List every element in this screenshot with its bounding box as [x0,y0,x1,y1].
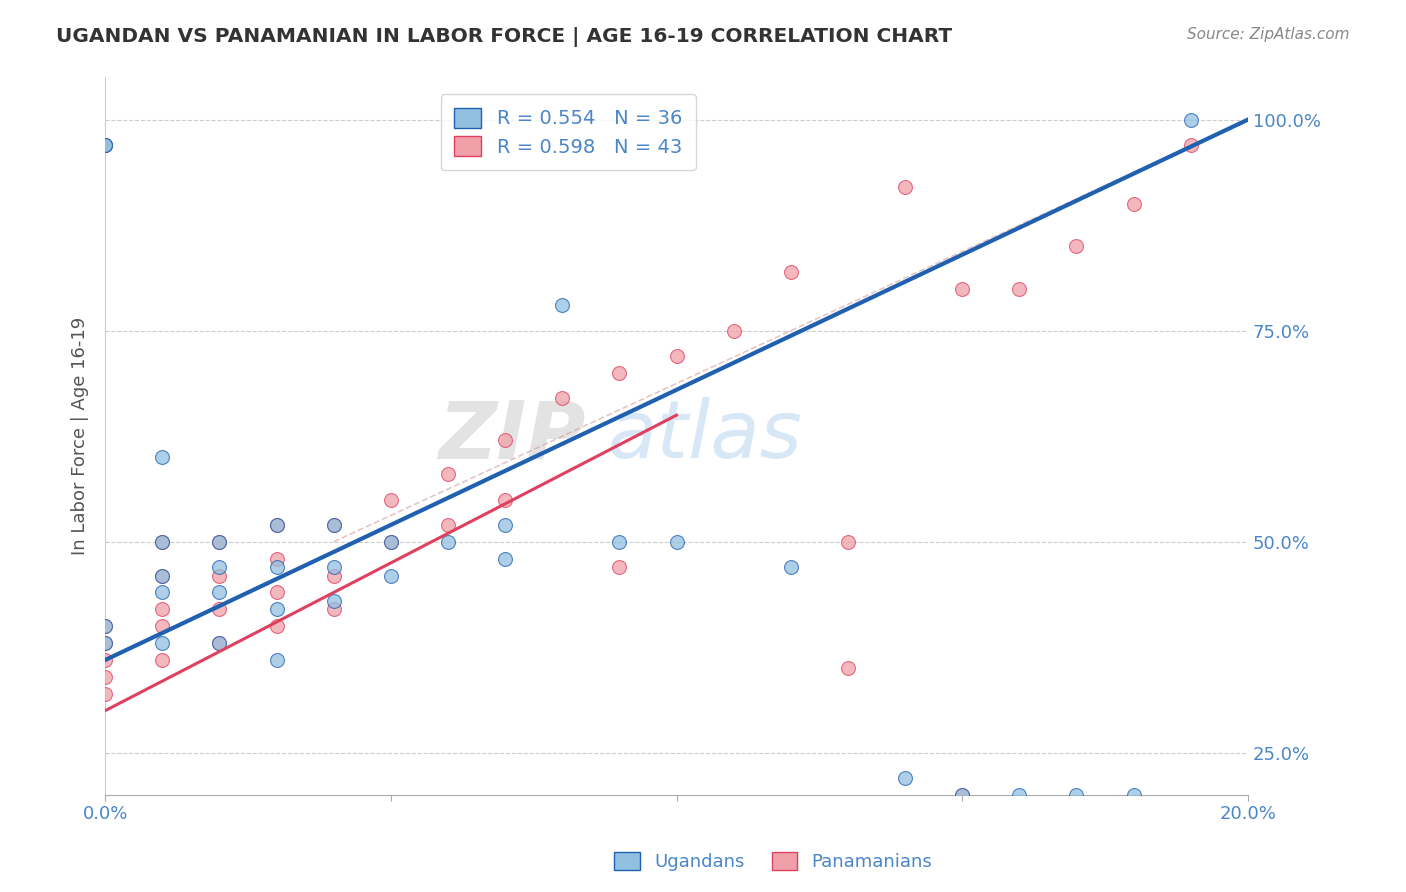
Point [150,636,173,650]
Point [266,585,288,599]
Point [950,788,973,802]
Point [1122,197,1144,211]
Point [494,517,516,532]
Point [837,661,859,675]
Point [380,568,402,582]
Point [322,602,344,616]
Point [437,517,460,532]
Point [322,517,344,532]
Point [1122,788,1144,802]
Legend: Ugandans, Panamanians: Ugandans, Panamanians [607,845,939,879]
Point [150,585,173,599]
Point [494,492,516,507]
Point [322,560,344,574]
Point [1066,239,1088,253]
Point [609,534,631,549]
Point [723,324,745,338]
Point [837,534,859,549]
Point [322,594,344,608]
Point [551,391,574,405]
Point [322,517,344,532]
Point [322,568,344,582]
Point [950,281,973,295]
Point [1066,788,1088,802]
Point [1180,138,1202,153]
Point [94,687,117,701]
Point [551,298,574,312]
Point [266,517,288,532]
Point [208,636,231,650]
Text: atlas: atlas [607,397,803,475]
Point [437,534,460,549]
Point [609,366,631,380]
Point [150,534,173,549]
Point [208,585,231,599]
Point [665,534,688,549]
Point [94,138,117,153]
Text: ZIP: ZIP [437,397,585,475]
Point [437,467,460,482]
Point [380,534,402,549]
Point [150,568,173,582]
Point [950,788,973,802]
Point [266,602,288,616]
Point [208,602,231,616]
Point [266,551,288,566]
Point [208,534,231,549]
Point [94,619,117,633]
Legend: R = 0.554   N = 36, R = 0.598   N = 43: R = 0.554 N = 36, R = 0.598 N = 43 [440,95,696,170]
Point [94,670,117,684]
Point [94,138,117,153]
Point [150,619,173,633]
Point [94,636,117,650]
Point [266,517,288,532]
Point [208,636,231,650]
Point [208,534,231,549]
Point [266,619,288,633]
Point [380,534,402,549]
Point [208,568,231,582]
Point [1180,112,1202,127]
Point [94,619,117,633]
Point [150,534,173,549]
Point [494,434,516,448]
Point [380,492,402,507]
Point [1008,281,1031,295]
Text: UGANDAN VS PANAMANIAN IN LABOR FORCE | AGE 16-19 CORRELATION CHART: UGANDAN VS PANAMANIAN IN LABOR FORCE | A… [56,27,952,46]
Point [779,560,801,574]
Point [665,349,688,363]
Point [266,653,288,667]
Point [894,180,917,194]
Point [894,771,917,785]
Point [94,138,117,153]
Y-axis label: In Labor Force | Age 16-19: In Labor Force | Age 16-19 [72,318,89,556]
Point [94,653,117,667]
Point [150,568,173,582]
Point [779,265,801,279]
Point [94,636,117,650]
Point [609,560,631,574]
Point [208,560,231,574]
Point [494,551,516,566]
Point [94,138,117,153]
Point [150,602,173,616]
Point [150,653,173,667]
Point [266,560,288,574]
Point [1008,788,1031,802]
Point [150,450,173,465]
Text: Source: ZipAtlas.com: Source: ZipAtlas.com [1187,27,1350,42]
